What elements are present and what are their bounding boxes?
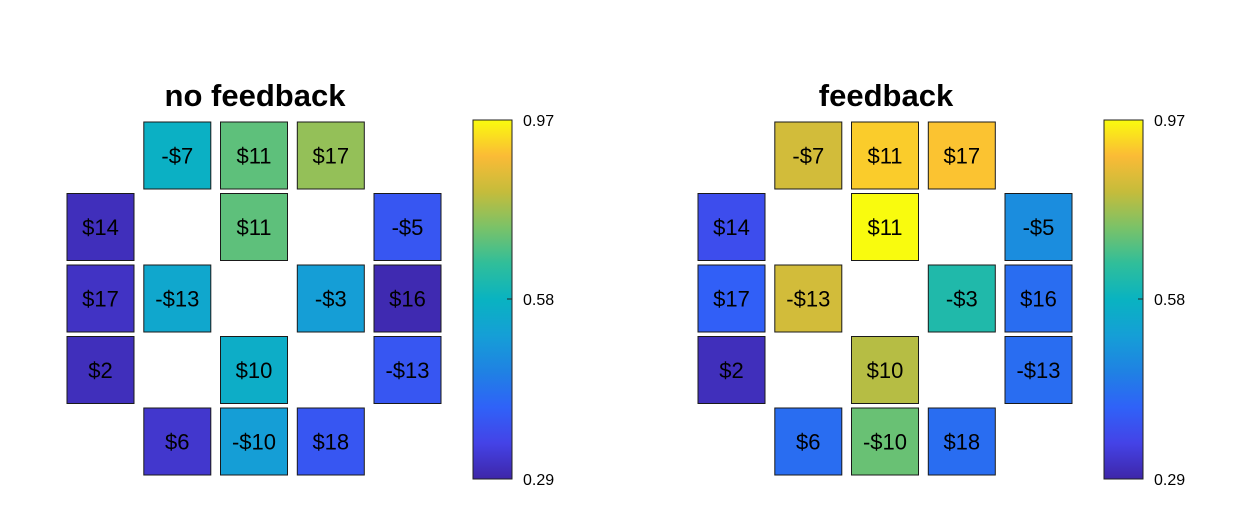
heatmap-grid: -$7 $11 $17 $14 $11 -$5 $17 -$13 -$3 $16 $2 $10 -$13…	[66, 121, 442, 476]
cell-label: -$13	[155, 287, 199, 312]
heatmap-cell	[143, 407, 212, 476]
cell-label: $14	[82, 215, 119, 240]
colorbar: 0.97 0.58 0.29	[472, 113, 554, 489]
heatmap-cell	[774, 121, 843, 190]
cell-label: $18	[943, 430, 980, 455]
heatmap-cell	[927, 407, 996, 476]
cell-label: -$13	[1016, 358, 1060, 383]
chart-title: no feedback	[165, 78, 347, 113]
heatmap-cell	[373, 264, 442, 333]
cell-label: $17	[943, 144, 980, 169]
heatmap-cell	[774, 264, 843, 333]
colorbar-tick-label: 0.29	[1154, 472, 1185, 489]
heatmap-cell	[927, 264, 996, 333]
colorbar-tick-label: 0.58	[523, 292, 554, 309]
heatmap-cell	[296, 407, 365, 476]
cell-label: -$10	[232, 430, 276, 455]
heatmap-cell	[220, 121, 288, 190]
heatmap-cell	[373, 336, 442, 404]
cell-label: $11	[236, 215, 271, 240]
heatmap-cell	[1004, 336, 1073, 404]
heatmap-cell	[851, 407, 919, 476]
cell-label: -$5	[392, 215, 424, 240]
heatmap-cell	[220, 407, 288, 476]
cell-label: $2	[88, 358, 112, 383]
heatmap-cell	[220, 193, 288, 261]
colorbar: 0.97 0.58 0.29	[1103, 113, 1185, 489]
panel-feedback: feedback -$7 $11 $17 $14 $11 -$5 $17 -$13 -$3 $16…	[697, 78, 1185, 489]
cell-label: -$13	[385, 358, 429, 383]
heatmap-cell	[296, 264, 365, 333]
heatmap-cell	[220, 336, 288, 404]
cell-label: -$7	[161, 144, 193, 169]
heatmap-cell	[697, 193, 766, 261]
heatmap-cell	[697, 264, 766, 333]
cell-label: $16	[1020, 287, 1057, 312]
heatmap-grid: -$7 $11 $17 $14 $11 -$5 $17 -$13 -$3 $16 $2 $10 -$13…	[697, 121, 1073, 476]
cell-label: -$5	[1023, 215, 1055, 240]
cell-label: $11	[867, 215, 902, 240]
heatmap-cell	[143, 264, 212, 333]
colorbar-tick-label: 0.58	[1154, 292, 1185, 309]
cell-label: -$13	[786, 287, 830, 312]
heatmap-cell	[927, 121, 996, 190]
heatmap-cell	[66, 336, 135, 404]
cell-label: $2	[719, 358, 743, 383]
cell-label: $11	[867, 144, 902, 169]
cell-label: $18	[312, 430, 349, 455]
colorbar-tick-label: 0.29	[523, 472, 554, 489]
heatmap-cell	[851, 121, 919, 190]
heatmap-cell	[66, 264, 135, 333]
colorbar-gradient	[472, 119, 513, 480]
heatmap-cell	[143, 121, 212, 190]
heatmap-cell	[373, 193, 442, 261]
colorbar-tick-label: 0.97	[1154, 113, 1185, 130]
chart-title: feedback	[819, 78, 954, 113]
cell-label: -$3	[946, 287, 978, 312]
panel-no-feedback: no feedback -$7 $11 $17 $14 $11 -$5 $17 -$13 -$3…	[66, 78, 554, 489]
cell-label: $10	[867, 358, 904, 383]
cell-label: $14	[713, 215, 750, 240]
heatmap-cell	[851, 193, 919, 261]
heatmap-cell	[697, 336, 766, 404]
cell-label: -$3	[315, 287, 347, 312]
heatmap-cell	[1004, 193, 1073, 261]
heatmap-cell	[66, 193, 135, 261]
cell-label: $16	[389, 287, 426, 312]
heatmap-cell	[1004, 264, 1073, 333]
cell-label: $17	[82, 287, 119, 312]
cell-label: $17	[312, 144, 349, 169]
cell-label: $6	[796, 430, 820, 455]
heatmap-cell	[774, 407, 843, 476]
colorbar-tick-label: 0.97	[523, 113, 554, 130]
cell-label: -$10	[863, 430, 907, 455]
cell-label: $10	[236, 358, 273, 383]
heatmap-cell	[851, 336, 919, 404]
cell-label: $11	[236, 144, 271, 169]
cell-label: -$7	[792, 144, 824, 169]
colorbar-gradient	[1103, 119, 1144, 480]
heatmap-cell	[296, 121, 365, 190]
cell-label: $17	[713, 287, 750, 312]
cell-label: $6	[165, 430, 189, 455]
